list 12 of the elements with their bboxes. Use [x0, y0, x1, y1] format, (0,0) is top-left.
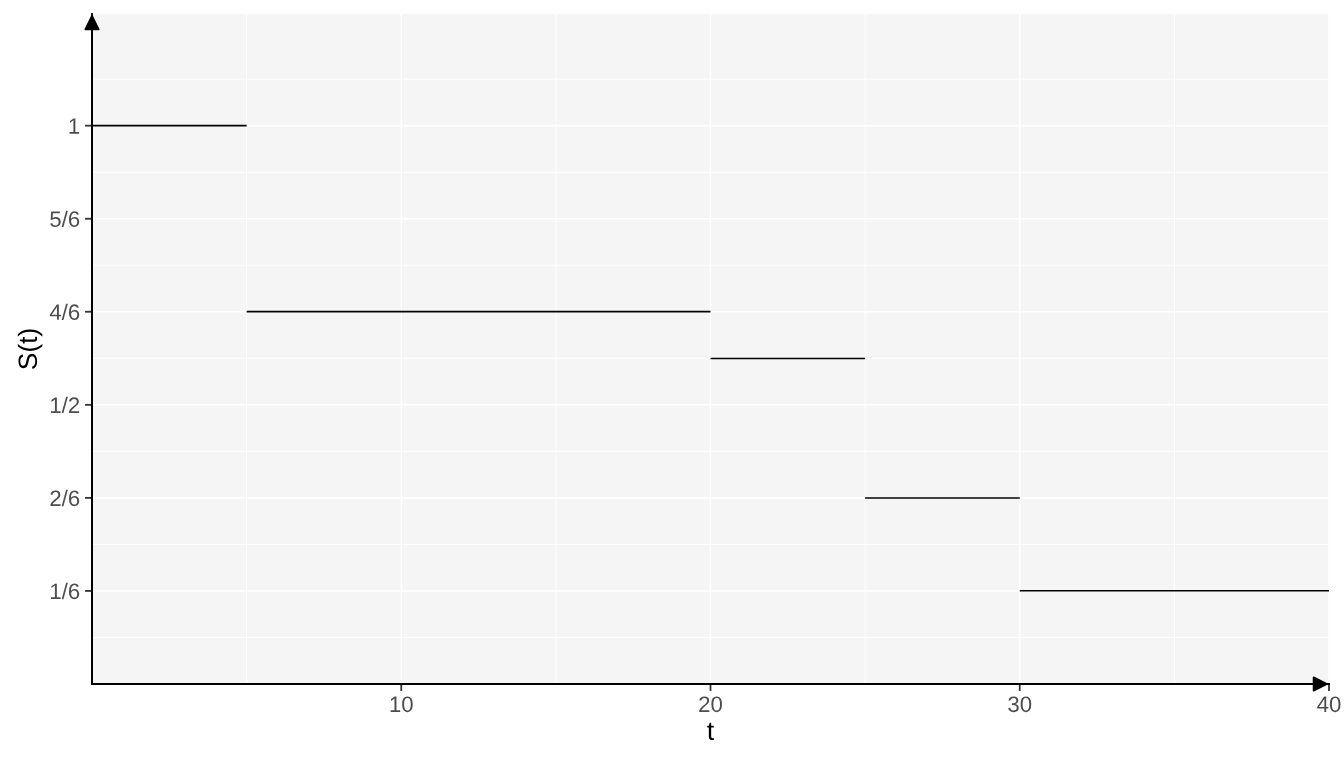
x-tick-label: 20 [699, 696, 722, 713]
x-tick-label: 30 [1008, 696, 1032, 713]
y-axis-title: S(t) [17, 329, 43, 370]
y-tick-label: 1/2 [51, 396, 80, 414]
x-tick-label: 10 [390, 696, 413, 713]
y-tick-label: 2/6 [50, 489, 80, 507]
y-tick-label: 4/6 [49, 303, 80, 321]
y-tick-label: 1/6 [51, 582, 80, 600]
x-tick-label: 40 [1317, 696, 1341, 713]
x-axis-title: t [707, 722, 714, 741]
y-tick-label: 1 [69, 118, 80, 134]
y-tick-label: 5/6 [50, 210, 80, 228]
